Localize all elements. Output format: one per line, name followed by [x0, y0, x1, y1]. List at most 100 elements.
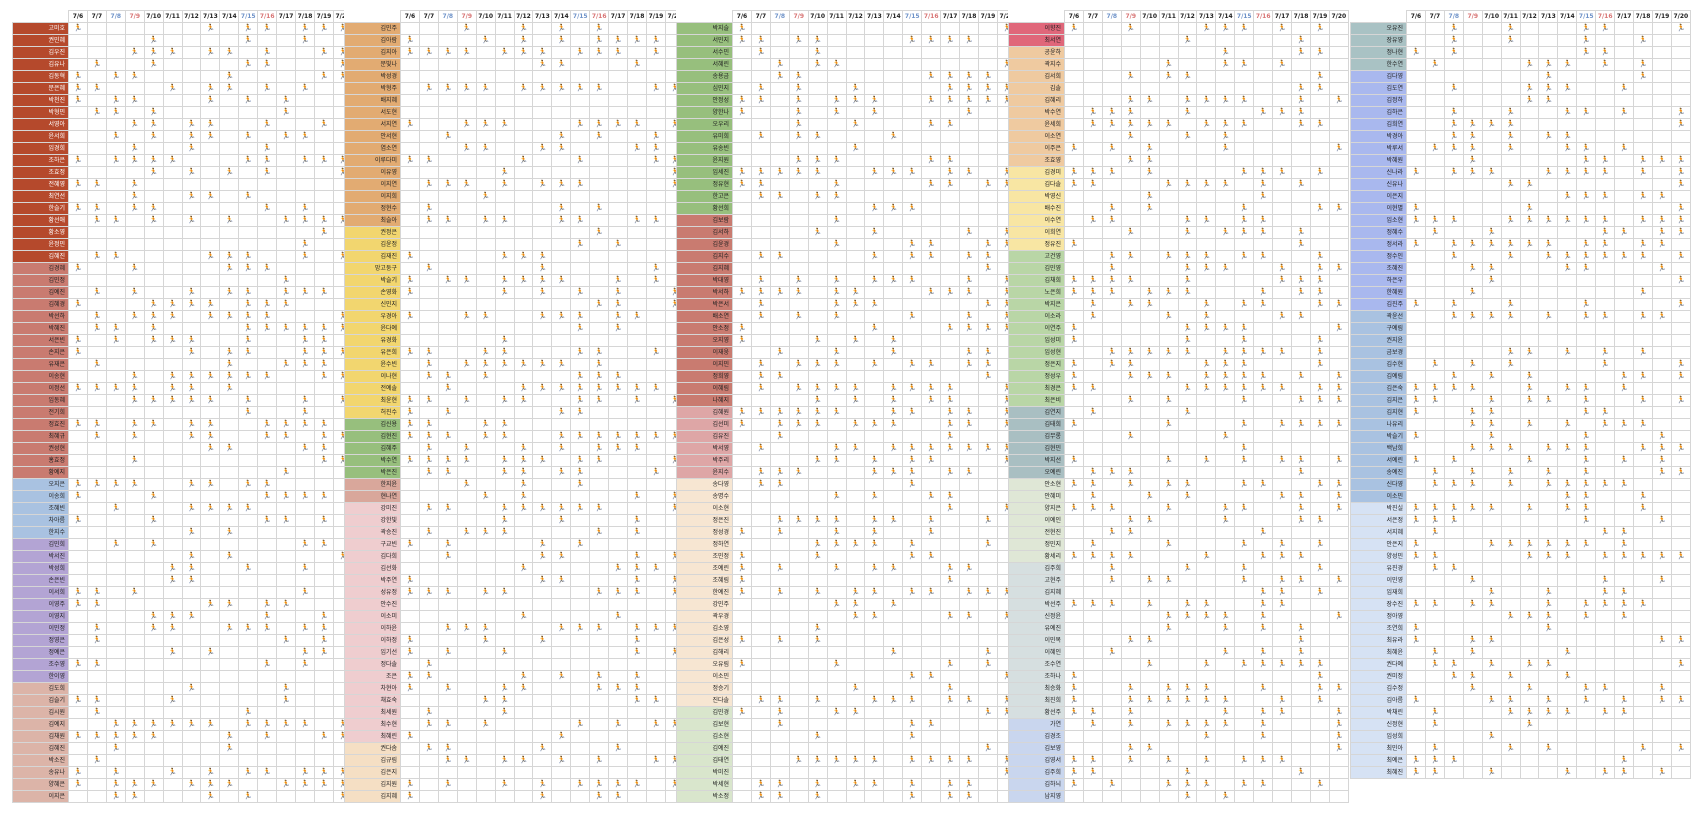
- attendance-cell: [200, 274, 221, 287]
- running-icon: 🏃: [481, 720, 490, 728]
- attendance-cell: [589, 238, 610, 251]
- attendance-cell: [295, 310, 315, 323]
- attendance-cell: [551, 526, 572, 539]
- attendance-cell: 🏃: [200, 46, 221, 59]
- attendance-cell: [1234, 34, 1255, 47]
- attendance-cell: [864, 286, 885, 299]
- attendance-cell: [627, 598, 647, 611]
- attendance-cell: [124, 298, 145, 311]
- date-header: 7/13: [1196, 10, 1217, 23]
- attendance-cell: [645, 298, 666, 311]
- attendance-cell: [295, 694, 315, 707]
- attendance-cell: 🏃: [750, 178, 771, 191]
- attendance-cell: [788, 586, 809, 599]
- attendance-cell: 🏃: [143, 334, 164, 347]
- attendance-cell: [219, 190, 240, 203]
- attendance-cell: [750, 202, 771, 215]
- attendance-cell: 🏃: [219, 382, 240, 395]
- running-icon: 🏃: [1220, 96, 1230, 104]
- running-icon: 🏃: [243, 564, 253, 572]
- member-row: 한지수 🏃 🏃: [12, 526, 353, 539]
- running-icon: 🏃: [111, 132, 121, 140]
- member-name-cell: 김유진: [676, 430, 733, 443]
- attendance-cell: [769, 754, 790, 767]
- running-icon: 🏃: [500, 120, 509, 128]
- attendance-cell: [902, 682, 923, 695]
- running-icon: 🏃: [262, 300, 272, 308]
- running-icon: 🏃: [1202, 324, 1211, 332]
- attendance-cell: [257, 358, 278, 371]
- attendance-cell: [532, 514, 553, 527]
- running-icon: 🏃: [338, 60, 348, 68]
- attendance-cell: [807, 682, 828, 695]
- attendance-cell: 🏃: [1139, 202, 1160, 215]
- running-icon: 🏃: [243, 792, 253, 800]
- attendance-cell: [570, 94, 591, 107]
- attendance-cell: [959, 46, 979, 59]
- running-icon: 🏃: [632, 444, 642, 452]
- attendance-cell: [1158, 22, 1179, 35]
- attendance-cell: [532, 118, 553, 131]
- attendance-cell: 🏃: [68, 490, 88, 503]
- attendance-cell: [1291, 166, 1311, 179]
- attendance-cell: [437, 322, 458, 335]
- attendance-cell: 🏃: [645, 46, 666, 59]
- attendance-cell: 🏃: [608, 778, 629, 791]
- attendance-cell: [1177, 202, 1198, 215]
- attendance-cell: [143, 706, 164, 719]
- attendance-cell: [1064, 94, 1084, 107]
- attendance-cell: 🏃: [200, 190, 221, 203]
- attendance-cell: 🏃: [769, 694, 790, 707]
- member-row: 정하연 🏃 🏃 🏃 🏃 🏃 🏃: [676, 538, 1017, 551]
- attendance-cell: [143, 634, 164, 647]
- running-icon: 🏃: [1220, 132, 1230, 140]
- running-icon: 🏃: [945, 432, 955, 440]
- attendance-cell: [570, 190, 591, 203]
- attendance-cell: [181, 766, 202, 779]
- running-icon: 🏃: [187, 552, 196, 560]
- attendance-cell: [645, 418, 666, 431]
- attendance-cell: [219, 238, 240, 251]
- attendance-cell: [1064, 58, 1084, 71]
- running-icon: 🏃: [1002, 276, 1012, 284]
- running-icon: 🏃: [907, 204, 917, 212]
- running-icon: 🏃: [300, 420, 310, 428]
- attendance-cell: [181, 274, 202, 287]
- running-icon: 🏃: [262, 156, 272, 164]
- attendance-cell: [219, 682, 240, 695]
- attendance-cell: [437, 670, 458, 683]
- attendance-cell: [68, 310, 88, 323]
- attendance-cell: [105, 274, 126, 287]
- attendance-cell: 🏃: [532, 358, 553, 371]
- running-icon: 🏃: [832, 444, 841, 452]
- running-icon: 🏃: [187, 528, 196, 536]
- attendance-cell: [902, 766, 923, 779]
- attendance-cell: [238, 466, 259, 479]
- attendance-cell: [826, 730, 847, 743]
- attendance-cell: [532, 706, 553, 719]
- attendance-cell: 🏃: [494, 394, 515, 407]
- attendance-cell: 🏃: [1139, 298, 1160, 311]
- attendance-cell: [1064, 214, 1084, 227]
- attendance-cell: 🏃: [456, 358, 477, 371]
- attendance-cell: [143, 358, 164, 371]
- attendance-cell: 🏃: [732, 406, 752, 419]
- running-icon: 🏃: [149, 60, 158, 68]
- member-name-cell: 곽지수: [1008, 58, 1065, 71]
- running-icon: 🏃: [500, 756, 509, 764]
- attendance-cell: 🏃: [608, 562, 629, 575]
- attendance-cell: 🏃: [200, 790, 221, 803]
- running-icon: 🏃: [926, 672, 936, 680]
- attendance-cell: [807, 478, 828, 491]
- running-icon: 🏃: [1088, 288, 1098, 296]
- attendance-cell: [276, 178, 297, 191]
- attendance-cell: [238, 646, 259, 659]
- member-row: 임경희 🏃 🏃 🏃: [12, 142, 353, 155]
- attendance-cell: 🏃: [494, 214, 515, 227]
- attendance-cell: [162, 346, 183, 359]
- running-icon: 🏃: [92, 420, 102, 428]
- running-icon: 🏃: [775, 348, 785, 356]
- attendance-cell: [219, 178, 240, 191]
- attendance-cell: [845, 226, 866, 239]
- attendance-cell: 🏃: [977, 586, 998, 599]
